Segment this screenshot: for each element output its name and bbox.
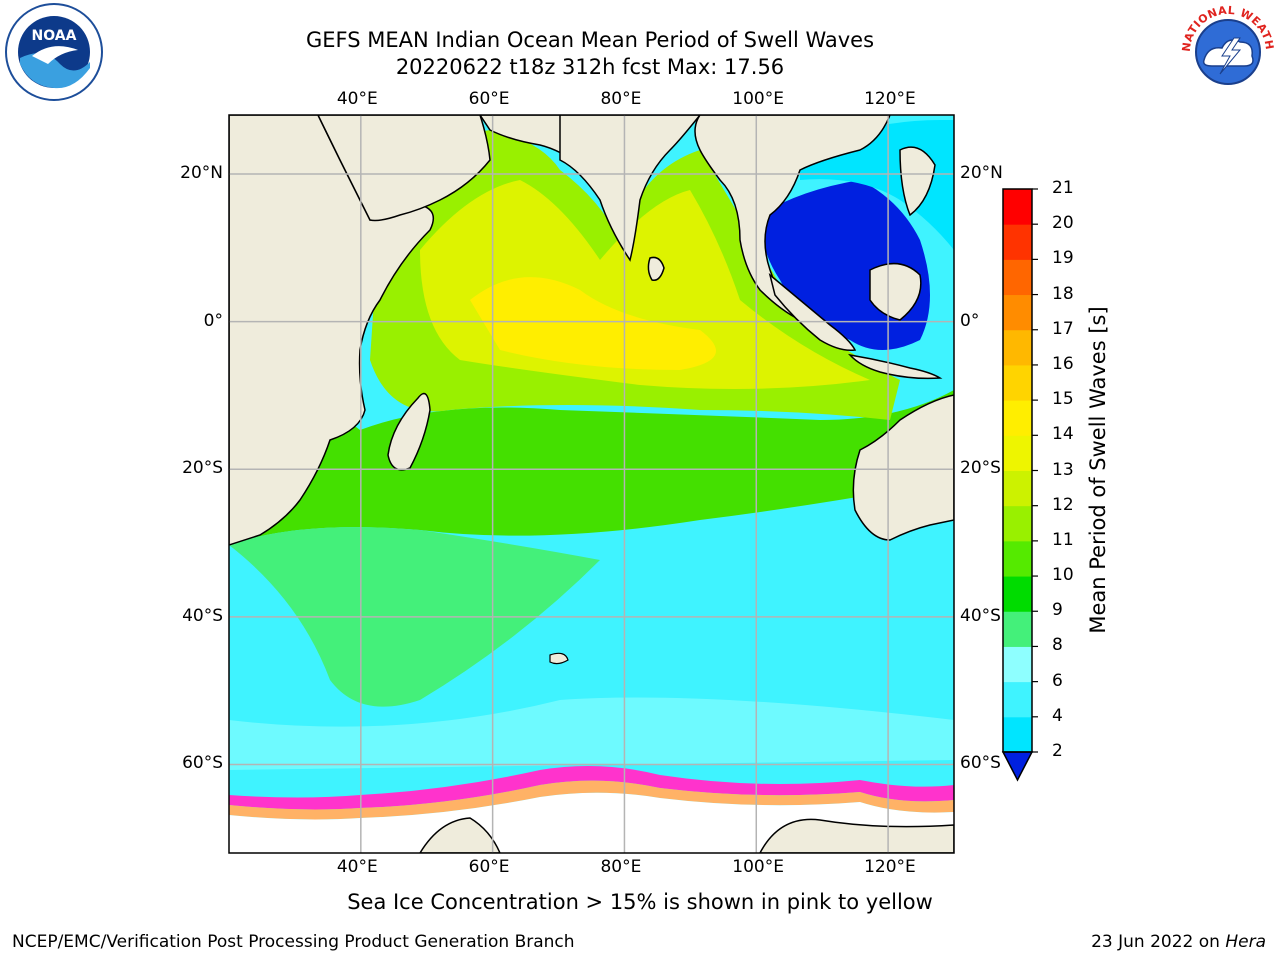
southeast-asia-landmass: [694, 115, 891, 321]
swell-band-2s: [760, 180, 930, 350]
colorbar-segment: [1003, 435, 1032, 471]
colorbar-tick-label: 14: [1052, 424, 1074, 445]
y-tick-label-right: 0°: [960, 310, 980, 331]
australia-landmass: [852, 394, 954, 541]
y-tick-label-right: 40°S: [960, 605, 1001, 626]
swell-band-4s: [800, 120, 954, 250]
colorbar-tick-label: 13: [1052, 459, 1074, 480]
noaa-logo: NOAA: [4, 2, 104, 106]
x-tick-label-top: 120°E: [864, 89, 916, 109]
footer-date: 23 Jun 2022 on Hera: [1091, 932, 1266, 952]
footer-host: Hera: [1225, 932, 1266, 952]
y-tick-label-left: 0°: [203, 310, 223, 331]
swell-band-9s: [229, 527, 600, 707]
nws-logo: NATIONAL WEATHER SERVICE: [1173, 0, 1278, 106]
colorbar-segment: [1003, 329, 1032, 366]
y-tick-label-left: 40°S: [182, 605, 223, 626]
colorbar-segment: [1003, 364, 1032, 401]
colorbar-segment: [1003, 400, 1032, 436]
colorbar-segment: [1003, 505, 1032, 542]
antarctica-land-west: [419, 817, 501, 853]
sea-ice-yellow: [229, 780, 954, 820]
asia-landmass-west: [479, 115, 621, 166]
x-tick-label-bottom: 40°E: [336, 857, 378, 877]
y-tick-label-right: 60°S: [960, 753, 1001, 774]
sumatra-landmass: [768, 272, 857, 352]
colorbar-segment: [1003, 646, 1032, 683]
swell-band-15s: [470, 277, 716, 370]
chart-title: GEFS MEAN Indian Ocean Mean Period of Sw…: [305, 28, 875, 52]
colorbar-tick-label: 12: [1052, 494, 1074, 515]
kerguelen-island: [549, 652, 569, 665]
colorbar-tick-label: 6: [1052, 670, 1063, 691]
map-frame: [228, 114, 955, 854]
colorbar-tick-label: 16: [1052, 353, 1074, 374]
colorbar-tick-label: 9: [1052, 600, 1063, 621]
antarctica-ice: [229, 792, 954, 853]
colorbar-segment: [1003, 224, 1032, 260]
india-landmass: [559, 115, 701, 262]
colorbar-segment: [1003, 540, 1032, 577]
colorbar-tick-label: 11: [1052, 529, 1074, 550]
madagascar-landmass: [387, 392, 431, 471]
colorbar-segment: [1003, 681, 1032, 718]
colorbar-tick-label: 21: [1052, 178, 1074, 198]
java-landmass: [847, 353, 943, 380]
colorbar: [1001, 188, 1038, 782]
footer-credit: NCEP/EMC/Verification Post Processing Pr…: [12, 932, 575, 952]
colorbar-segment: [1003, 611, 1032, 647]
colorbar-label: Mean Period of Swell Waves [s]: [1086, 306, 1110, 634]
colorbar-segment: [1003, 259, 1032, 296]
x-tick-label-top: 40°E: [336, 89, 378, 109]
swell-band-14s: [420, 180, 870, 389]
swell-band-8s: [229, 697, 954, 770]
colorbar-segment: [1003, 470, 1032, 507]
colorbar-tick-label: 4: [1052, 705, 1063, 726]
antarctica-land-east: [759, 818, 954, 853]
y-tick-label-left: 20°N: [180, 163, 223, 184]
sri-lanka-landmass: [647, 256, 665, 281]
y-tick-label-left: 60°S: [182, 753, 223, 774]
y-tick-label-right: 20°N: [960, 163, 1003, 184]
africa-landmass: [229, 115, 435, 546]
colorbar-tick-label: 18: [1052, 283, 1074, 304]
x-tick-label-top: 60°E: [468, 89, 510, 109]
footer-date-text: 23 Jun 2022 on: [1091, 932, 1226, 952]
map-field: [229, 115, 954, 853]
colorbar-segment: [1003, 189, 1032, 225]
chart-subtitle: 20220622 t18z 312h fcst Max: 17.56: [395, 55, 785, 79]
colorbar-segment: [1003, 716, 1032, 753]
swell-band-12s: [370, 130, 900, 420]
colorbar-tick-label: 17: [1052, 318, 1074, 339]
x-tick-label-bottom: 80°E: [600, 857, 642, 877]
x-tick-label-top: 100°E: [732, 89, 784, 109]
x-tick-label-top: 80°E: [600, 89, 642, 109]
sea-ice-note: Sea Ice Concentration > 15% is shown in …: [347, 890, 933, 914]
colorbar-segment: [1003, 294, 1032, 331]
colorbar-tick-label: 15: [1052, 389, 1074, 410]
svg-text:NOAA: NOAA: [32, 28, 77, 44]
x-tick-label-bottom: 60°E: [468, 857, 510, 877]
colorbar-frame: [1002, 188, 1033, 753]
colorbar-tick-label: 10: [1052, 565, 1074, 586]
colorbar-under-arrow: [1001, 751, 1034, 782]
colorbar-tick-label: 8: [1052, 635, 1063, 656]
sea-ice-edge: [229, 766, 954, 810]
borneo-landmass: [869, 262, 922, 321]
colorbar-tick-label: 2: [1052, 741, 1063, 761]
swell-band-11s: [229, 330, 954, 545]
ocean-background: [229, 115, 954, 853]
y-tick-label-right: 20°S: [960, 458, 1001, 479]
philippines-landmass: [899, 146, 936, 217]
colorbar-tick-label: 19: [1052, 248, 1074, 269]
gridlines: [229, 115, 954, 853]
arabia-landmass: [317, 115, 491, 222]
x-tick-label-bottom: 120°E: [864, 857, 916, 877]
colorbar-segment: [1003, 576, 1032, 612]
y-tick-label-left: 20°S: [182, 458, 223, 479]
x-tick-label-bottom: 100°E: [732, 857, 784, 877]
colorbar-tick-label: 20: [1052, 213, 1074, 234]
